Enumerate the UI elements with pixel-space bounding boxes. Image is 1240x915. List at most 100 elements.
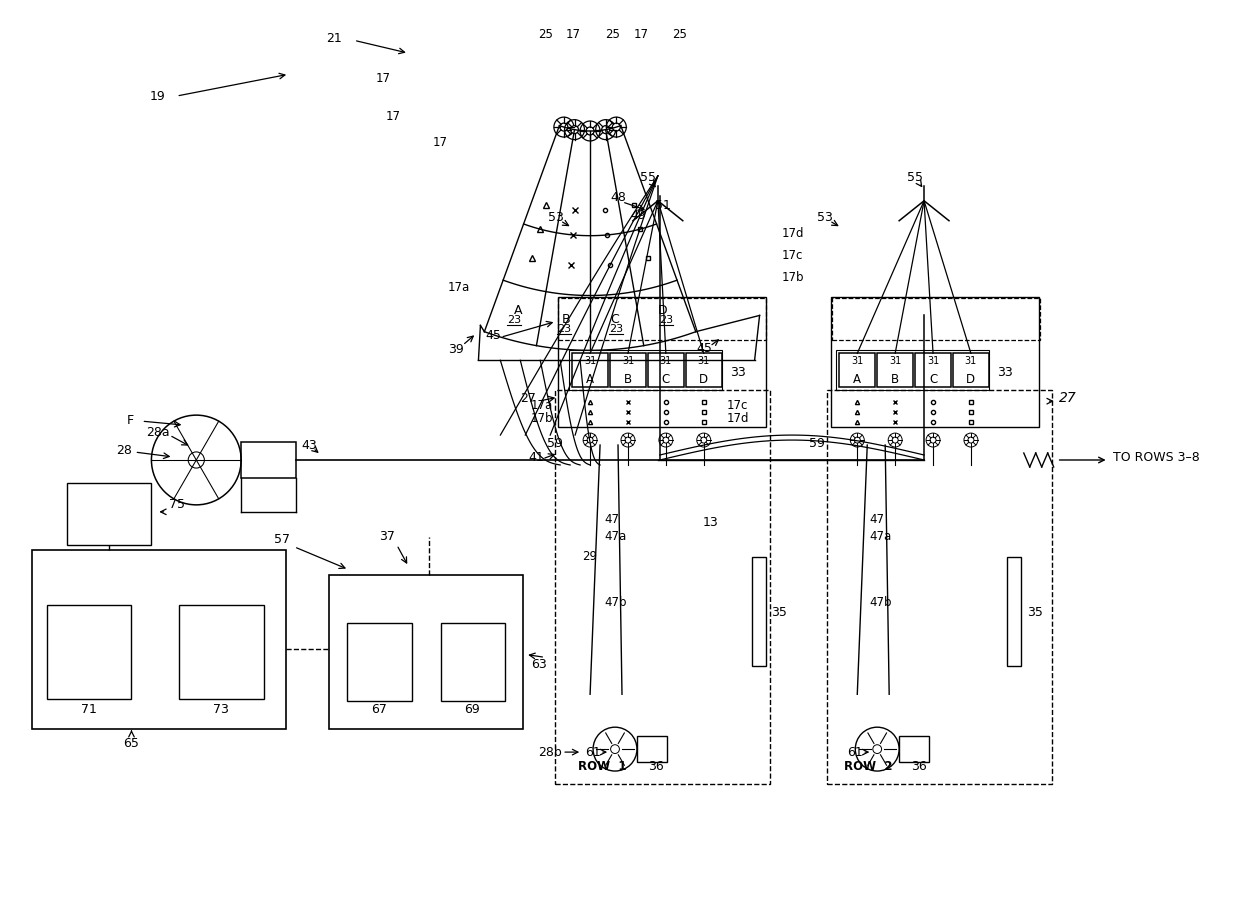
Text: 41: 41 bbox=[528, 450, 544, 464]
Text: 33: 33 bbox=[729, 366, 745, 379]
Bar bbox=[180, 605, 264, 699]
Circle shape bbox=[625, 437, 631, 443]
Text: 67: 67 bbox=[371, 703, 387, 716]
Text: 29: 29 bbox=[582, 550, 598, 564]
Text: 35: 35 bbox=[771, 606, 787, 619]
Circle shape bbox=[587, 437, 593, 443]
Text: 31: 31 bbox=[584, 356, 596, 366]
Text: 17: 17 bbox=[386, 110, 401, 123]
Circle shape bbox=[570, 125, 579, 134]
Text: 25: 25 bbox=[672, 27, 687, 41]
Circle shape bbox=[854, 437, 861, 443]
Text: 55: 55 bbox=[908, 171, 923, 184]
Text: B: B bbox=[892, 372, 899, 386]
Circle shape bbox=[587, 127, 594, 135]
Text: C: C bbox=[929, 372, 937, 386]
Text: 17d: 17d bbox=[781, 227, 804, 240]
Bar bbox=[637, 737, 667, 762]
Circle shape bbox=[892, 437, 898, 443]
Bar bbox=[836, 350, 988, 390]
Circle shape bbox=[968, 437, 973, 443]
Text: 35: 35 bbox=[1027, 606, 1043, 619]
Text: 25: 25 bbox=[605, 27, 620, 41]
Text: B: B bbox=[624, 372, 632, 386]
Bar bbox=[440, 623, 506, 701]
Circle shape bbox=[930, 437, 936, 443]
Bar bbox=[686, 353, 722, 387]
Text: 17d: 17d bbox=[727, 412, 749, 425]
Bar bbox=[558, 297, 765, 427]
Text: 21: 21 bbox=[326, 32, 342, 45]
Text: 17c: 17c bbox=[781, 249, 802, 262]
Text: A: A bbox=[853, 372, 862, 386]
Bar bbox=[556, 390, 770, 784]
Bar bbox=[877, 353, 913, 387]
Bar bbox=[899, 737, 929, 762]
Text: 73: 73 bbox=[213, 703, 229, 716]
Text: 28b: 28b bbox=[538, 746, 562, 759]
Text: 25: 25 bbox=[538, 27, 553, 41]
Text: 43: 43 bbox=[301, 438, 316, 451]
Circle shape bbox=[188, 452, 205, 468]
Text: 23: 23 bbox=[507, 316, 521, 326]
Text: 37: 37 bbox=[378, 531, 394, 544]
Text: 17: 17 bbox=[565, 27, 580, 41]
Text: C: C bbox=[662, 372, 670, 386]
Circle shape bbox=[701, 437, 707, 443]
Bar bbox=[751, 556, 765, 666]
Bar bbox=[610, 353, 646, 387]
Bar bbox=[47, 605, 131, 699]
Text: 45: 45 bbox=[485, 328, 501, 342]
Text: 23: 23 bbox=[660, 316, 673, 326]
Text: 17c: 17c bbox=[727, 399, 748, 412]
Text: 47a: 47a bbox=[869, 531, 892, 544]
Bar bbox=[558, 298, 765, 340]
Text: 75: 75 bbox=[170, 499, 185, 511]
Circle shape bbox=[613, 124, 620, 131]
Text: 47: 47 bbox=[869, 513, 884, 526]
Text: 71: 71 bbox=[81, 703, 97, 716]
Text: 17: 17 bbox=[634, 27, 649, 41]
Text: 36: 36 bbox=[649, 759, 663, 772]
Text: A: A bbox=[587, 372, 594, 386]
Bar bbox=[569, 350, 722, 390]
Circle shape bbox=[610, 745, 620, 753]
Text: 31: 31 bbox=[660, 356, 672, 366]
Text: 13: 13 bbox=[703, 516, 718, 529]
Text: 36: 36 bbox=[911, 759, 926, 772]
Circle shape bbox=[873, 745, 882, 753]
Bar bbox=[839, 353, 875, 387]
Text: 28: 28 bbox=[117, 444, 133, 457]
Text: B: B bbox=[562, 313, 570, 326]
Text: 53: 53 bbox=[548, 211, 564, 224]
Text: C: C bbox=[610, 313, 619, 326]
Circle shape bbox=[663, 437, 668, 443]
Text: 27: 27 bbox=[1059, 392, 1076, 405]
Bar bbox=[67, 483, 151, 544]
Text: A: A bbox=[513, 305, 522, 318]
Text: 59: 59 bbox=[547, 436, 563, 449]
Text: 47: 47 bbox=[604, 513, 619, 526]
Text: 33: 33 bbox=[997, 366, 1013, 379]
Bar bbox=[649, 353, 683, 387]
Bar bbox=[241, 442, 296, 478]
Text: 51: 51 bbox=[655, 199, 671, 212]
Bar bbox=[954, 353, 988, 387]
Text: 31: 31 bbox=[965, 356, 977, 366]
Bar bbox=[32, 550, 286, 729]
Text: 47b: 47b bbox=[869, 596, 892, 609]
Bar bbox=[347, 623, 412, 701]
Text: 17b: 17b bbox=[781, 271, 804, 284]
Text: 31: 31 bbox=[698, 356, 709, 366]
Text: 23: 23 bbox=[609, 324, 622, 334]
Text: 31: 31 bbox=[851, 356, 863, 366]
Bar bbox=[1007, 556, 1021, 666]
Bar bbox=[915, 353, 951, 387]
Text: F: F bbox=[126, 414, 134, 426]
Text: 57: 57 bbox=[274, 533, 290, 546]
Text: 47b: 47b bbox=[604, 596, 626, 609]
Text: 39: 39 bbox=[449, 343, 464, 356]
Text: D: D bbox=[657, 305, 667, 318]
Text: 61: 61 bbox=[847, 746, 863, 759]
Bar bbox=[329, 575, 523, 729]
